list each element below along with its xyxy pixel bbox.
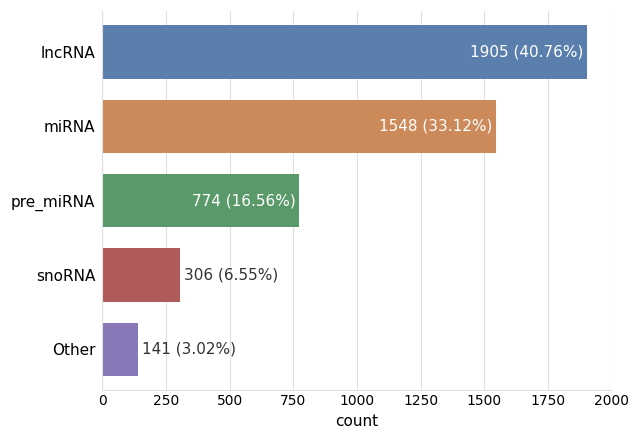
- Text: 774 (16.56%): 774 (16.56%): [192, 193, 296, 208]
- Bar: [102, 174, 300, 227]
- Text: 141 (3.02%): 141 (3.02%): [142, 342, 236, 357]
- Bar: [102, 25, 588, 79]
- Bar: [102, 99, 497, 153]
- Text: 1548 (33.12%): 1548 (33.12%): [379, 119, 493, 134]
- Text: 1905 (40.76%): 1905 (40.76%): [470, 44, 584, 59]
- X-axis label: count: count: [335, 414, 378, 429]
- Text: 306 (6.55%): 306 (6.55%): [184, 268, 278, 282]
- Bar: [102, 248, 180, 302]
- Bar: [102, 323, 138, 376]
